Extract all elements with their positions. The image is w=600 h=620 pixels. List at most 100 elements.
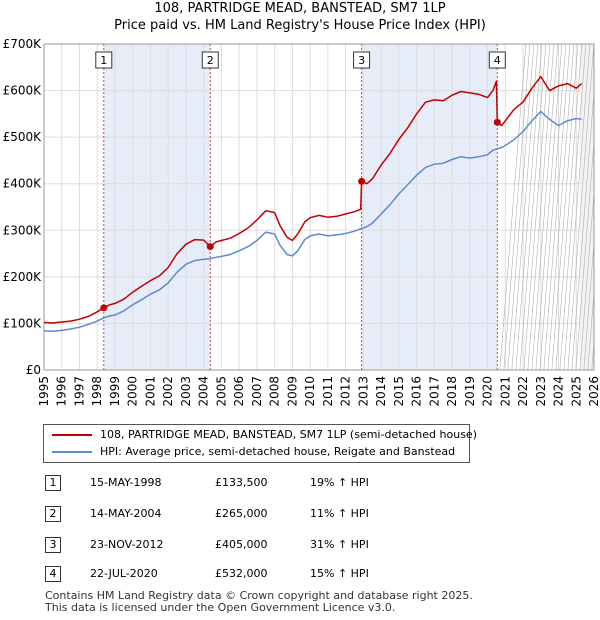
x-tick-label: 2015 [392, 376, 406, 407]
property-series-line [43, 75, 583, 324]
x-tick-label: 2024 [552, 376, 566, 407]
legend: 108, PARTRIDGE MEAD, BANSTEAD, SM7 1LP (… [43, 424, 477, 463]
transaction-badge: 1 [45, 475, 61, 491]
transaction-date: 15-MAY-1998 [90, 476, 162, 489]
x-tick-label: 2017 [427, 376, 441, 407]
x-tick-label: 2026 [587, 376, 600, 407]
marker-point [100, 304, 108, 312]
forecast-hatch [543, 43, 571, 371]
shaded-range [361, 44, 498, 370]
x-tick-label: 2019 [463, 376, 477, 407]
transaction-badge: 3 [45, 537, 61, 553]
x-tick-label: 2025 [569, 376, 583, 407]
marker-point [206, 243, 214, 251]
legend-label-hpi: HPI: Average price, semi-detached house,… [100, 445, 456, 458]
y-tick-label: £100K [3, 316, 43, 330]
price-chart: £0 £100K £200K £300K £400K £500K £600K £700K 199… [3, 37, 600, 407]
legend-label-property: 108, PARTRIDGE MEAD, BANSTEAD, SM7 1LP (… [100, 428, 477, 441]
plot-area [43, 43, 595, 371]
forecast-hatch [559, 43, 587, 371]
transaction-price: £133,500 [215, 476, 268, 489]
marker-badge-label: 4 [494, 54, 501, 67]
x-tick-label: 2012 [339, 376, 353, 407]
x-tick-label: 2002 [161, 376, 175, 407]
marker-badge-label: 1 [100, 54, 107, 67]
marker-badge [95, 51, 113, 69]
x-tick-label: 2007 [250, 376, 264, 407]
forecast-hatch [551, 43, 579, 371]
forecast-hatch [523, 43, 551, 371]
x-tick-label: 2022 [516, 376, 530, 407]
hpi-series-line [43, 110, 582, 333]
forecast-hatch [503, 43, 531, 371]
x-tick-label: 2020 [481, 376, 495, 407]
forecast-hatch [511, 43, 539, 371]
chart-title: 108, PARTRIDGE MEAD, BANSTEAD, SM7 1LP [154, 1, 446, 16]
x-tick-label: 2018 [445, 376, 459, 407]
transaction-hpi: 11% ↑ HPI [310, 507, 369, 520]
marker-badge-label: 3 [358, 54, 365, 67]
footer-copyright: Contains HM Land Registry data © Crown c… [45, 589, 473, 602]
x-tick-label: 1997 [72, 376, 86, 407]
y-tick-label: £200K [3, 270, 43, 284]
forecast-clip [594, 44, 600, 370]
transaction-price: £532,000 [215, 567, 268, 580]
x-tick-label: 2016 [410, 376, 424, 407]
x-tick-label: 2010 [303, 376, 317, 407]
marker-badge [201, 51, 219, 69]
y-tick-label: £0 [26, 363, 41, 377]
chart-subtitle: Price paid vs. HM Land Registry's House … [114, 18, 486, 33]
x-tick-label: 1996 [55, 376, 69, 407]
y-tick-label: £600K [3, 84, 43, 98]
y-tick-label: £300K [3, 223, 43, 237]
x-tick-label: 2001 [143, 376, 157, 407]
x-tick-label: 1999 [108, 376, 122, 407]
shaded-range [103, 44, 211, 370]
forecast-hatch [563, 43, 591, 371]
x-tick-label: 2004 [197, 376, 211, 407]
transaction-hpi: 19% ↑ HPI [310, 476, 369, 489]
y-tick-label: £700K [3, 37, 43, 51]
forecast-hatch [587, 213, 600, 371]
marker-point [358, 177, 366, 185]
transaction-hpi: 15% ↑ HPI [310, 567, 369, 580]
x-tick-label: 2013 [356, 376, 370, 407]
legend-swatch-property [52, 434, 92, 436]
forecast-hatch [527, 43, 555, 371]
forecast-hatch [515, 43, 543, 371]
forecast-hatch [539, 43, 567, 371]
x-tick-label: 2009 [285, 376, 299, 407]
legend-swatch-hpi [52, 451, 92, 453]
footer-licence: This data is licensed under the Open Gov… [45, 601, 396, 614]
x-tick-label: 2023 [534, 376, 548, 407]
footer: Contains HM Land Registry data © Crown c… [45, 590, 473, 614]
forecast-hatch [531, 43, 559, 371]
forecast-hatch [499, 43, 527, 371]
x-tick-label: 1995 [37, 376, 51, 407]
x-tick-label: 2003 [179, 376, 193, 407]
forecast-hatch [579, 113, 600, 371]
y-tick-label: £400K [3, 177, 43, 191]
forecast-hatch [547, 43, 575, 371]
x-tick-label: 2006 [232, 376, 246, 407]
x-tick-label: 2021 [498, 376, 512, 407]
x-tick-label: 2011 [321, 376, 335, 407]
x-tick-label: 1998 [90, 376, 104, 407]
forecast-hatch [507, 43, 535, 371]
forecast-hatch [519, 43, 547, 371]
marker-badge [488, 51, 506, 69]
transaction-price: £265,000 [215, 507, 268, 520]
marker-point [493, 118, 501, 126]
transaction-date: 22-JUL-2020 [90, 567, 158, 580]
transaction-badge: 2 [45, 506, 61, 522]
x-tick-label: 2005 [214, 376, 228, 407]
transaction-date: 14-MAY-2004 [90, 507, 162, 520]
transaction-price: £405,000 [215, 538, 268, 551]
x-tick-label: 2008 [268, 376, 282, 407]
forecast-hatch [535, 43, 563, 371]
forecast-hatch [567, 43, 595, 371]
transaction-hpi: 31% ↑ HPI [310, 538, 369, 551]
x-tick-label: 2014 [374, 376, 388, 407]
marker-badge-label: 2 [207, 54, 214, 67]
transaction-date: 23-NOV-2012 [90, 538, 164, 551]
